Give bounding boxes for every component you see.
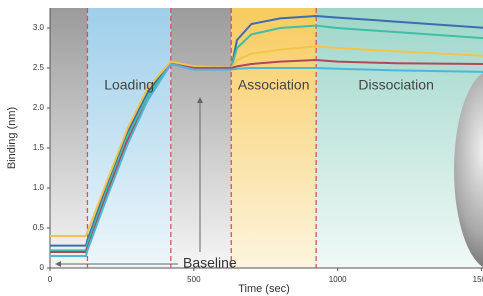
- baseline-label: Baseline: [183, 255, 237, 271]
- phase-band: [171, 8, 231, 268]
- chart: Baseline Time (sec) Binding (nm) 0 0.5 1.0…: [0, 0, 483, 296]
- x-axis-label: Time (sec): [238, 283, 290, 295]
- phase-band: [50, 8, 87, 268]
- x-tick-label: 500: [187, 275, 201, 284]
- phase-label: Dissociation: [358, 77, 433, 93]
- y-tick-label: 0: [40, 263, 45, 272]
- y-tick-label: 3.0: [33, 23, 45, 32]
- x-tick-label: 0: [48, 275, 53, 284]
- y-tick-label: 0.5: [33, 223, 45, 232]
- y-tick-label: 2.5: [33, 63, 45, 72]
- phase-label: Association: [238, 77, 310, 93]
- phase-label: Loading: [104, 77, 154, 93]
- y-tick-label: 1.0: [33, 183, 45, 192]
- x-tick-label: 1500: [473, 275, 483, 284]
- y-tick-label: 2.0: [33, 103, 45, 112]
- y-tick-label: 1.5: [33, 143, 45, 152]
- x-tick-label: 1000: [329, 275, 347, 284]
- y-axis-label: Binding (nm): [6, 107, 18, 169]
